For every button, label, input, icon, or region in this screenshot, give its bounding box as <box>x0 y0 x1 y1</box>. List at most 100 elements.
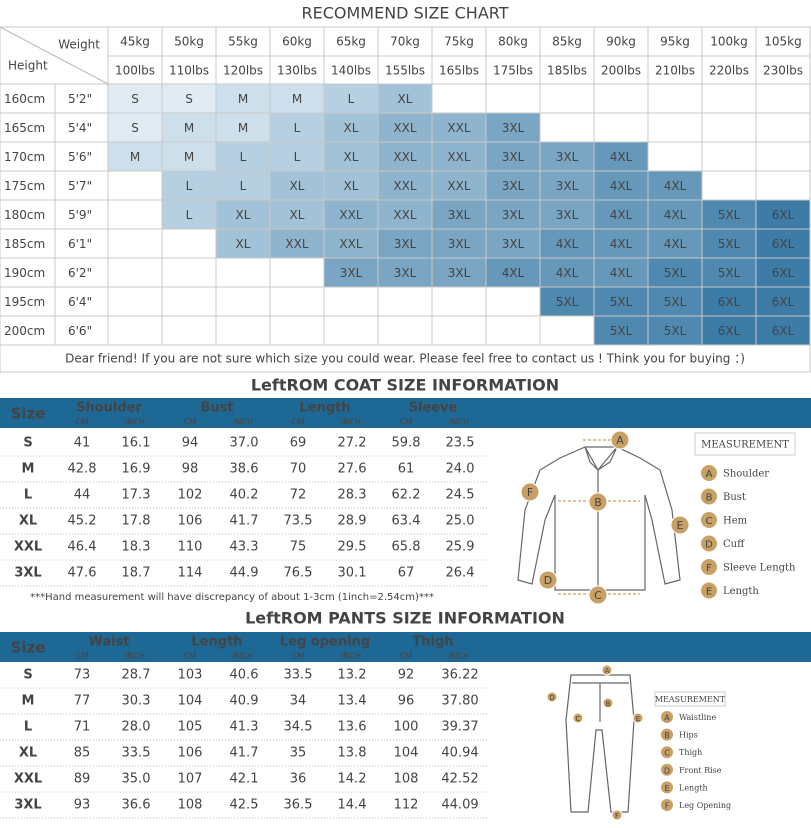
column-header: Leg opening <box>280 635 370 650</box>
height-ft: 5'2" <box>68 92 92 106</box>
size-label: 4XL <box>610 237 633 251</box>
size-label: M <box>292 92 302 106</box>
weight-kg: 65kg <box>336 35 366 49</box>
cell-value: 72 <box>290 488 307 503</box>
cell-value: 36 <box>290 772 307 787</box>
height-header: Height <box>8 59 48 73</box>
size-label: M <box>238 121 248 135</box>
size-cell <box>107 315 163 346</box>
size-cell <box>539 315 595 346</box>
ft-cell <box>54 199 109 230</box>
size-label: XXL <box>393 208 416 222</box>
cell-value: 44 <box>74 488 91 503</box>
unit-label: CM <box>76 652 89 661</box>
kg-cell <box>647 26 703 57</box>
column-header: Length <box>299 401 350 416</box>
row-size: 3XL <box>14 798 41 813</box>
height-ft: 6'4" <box>68 295 92 309</box>
height-ft: 5'4" <box>68 121 92 135</box>
row-size: M <box>22 462 35 477</box>
cell-value: 47.6 <box>68 566 97 581</box>
unit-label: INCH <box>233 652 253 661</box>
diagram-badge <box>670 515 690 535</box>
size-cell <box>647 112 703 143</box>
size-label: 3XL <box>448 208 471 222</box>
cell-value: 16.9 <box>122 462 151 477</box>
size-label: 6XL <box>718 295 741 309</box>
weight-lbs: 165lbs <box>439 64 479 78</box>
cell-value: 77 <box>74 694 91 709</box>
size-label: L <box>186 179 193 193</box>
column-header: Waist <box>88 635 129 650</box>
size-label: 6XL <box>718 324 741 338</box>
legend-letter: A <box>706 469 713 480</box>
size-cell <box>377 315 433 346</box>
size-cell <box>539 112 595 143</box>
cell-value: 110 <box>178 540 203 555</box>
size-label: 3XL <box>448 237 471 251</box>
size-cell <box>593 199 649 230</box>
size-cell <box>485 170 541 201</box>
diagram-letter: F <box>527 486 533 499</box>
cell-value: 112 <box>394 798 419 813</box>
cm-cell <box>0 141 56 172</box>
column-header: Thigh <box>412 635 453 650</box>
size-cell <box>701 199 757 230</box>
size-label: 5XL <box>718 266 741 280</box>
legend-letter: B <box>664 731 670 740</box>
diagram-letter: C <box>576 715 581 723</box>
ft-cell <box>54 83 109 114</box>
size-cell <box>485 112 541 143</box>
cell-value: 18.3 <box>122 540 151 555</box>
size-cell <box>755 83 811 114</box>
cell-value: 73.5 <box>284 514 313 529</box>
size-label: XXL <box>447 121 470 135</box>
size-label: L <box>294 121 301 135</box>
legend-letter: C <box>664 749 670 758</box>
size-label: 3XL <box>448 266 471 280</box>
cell-value: 40.6 <box>230 668 259 683</box>
size-label: 4XL <box>610 266 633 280</box>
size-label: XXL <box>339 208 362 222</box>
size-cell <box>323 286 379 317</box>
size-cell <box>755 141 811 172</box>
legend-badge <box>661 799 673 811</box>
ft-cell <box>54 286 109 317</box>
legend-letter: B <box>706 493 713 504</box>
cm-cell <box>0 228 56 259</box>
weight-lbs: 120lbs <box>223 64 263 78</box>
lbs-cell <box>269 55 325 85</box>
column-header: Shoulder <box>76 401 142 416</box>
unit-label: INCH <box>341 418 361 427</box>
size-label: 4XL <box>610 208 633 222</box>
weight-lbs: 100lbs <box>115 64 155 78</box>
size-cell <box>593 228 649 259</box>
cm-cell <box>0 199 56 230</box>
diagram-letter: B <box>606 700 611 708</box>
weight-lbs: 130lbs <box>277 64 317 78</box>
cell-value: 39.37 <box>441 720 478 735</box>
cell-value: 65.8 <box>392 540 421 555</box>
cell-value: 13.6 <box>338 720 367 735</box>
lbs-cell <box>431 55 487 85</box>
size-cell <box>107 83 163 114</box>
cell-value: 104 <box>178 694 203 709</box>
unit-label: CM <box>184 418 197 427</box>
ft-cell <box>54 315 109 346</box>
size-label: 3XL <box>556 179 579 193</box>
legend-label: Hips <box>679 731 698 740</box>
size-label: L <box>240 150 247 164</box>
size-cell <box>539 257 595 288</box>
lbs-cell <box>215 55 271 85</box>
kg-cell <box>485 26 541 57</box>
size-cell <box>323 199 379 230</box>
size-label: 6XL <box>772 266 795 280</box>
cell-value: 59.8 <box>392 436 421 451</box>
legend-badge <box>701 488 717 505</box>
weight-lbs: 110lbs <box>169 64 209 78</box>
size-label: XL <box>290 208 305 222</box>
cell-value: 41.7 <box>230 514 259 529</box>
weight-kg: 105kg <box>764 35 801 49</box>
cell-value: 35 <box>290 746 307 761</box>
legend-label: Length <box>679 783 708 792</box>
